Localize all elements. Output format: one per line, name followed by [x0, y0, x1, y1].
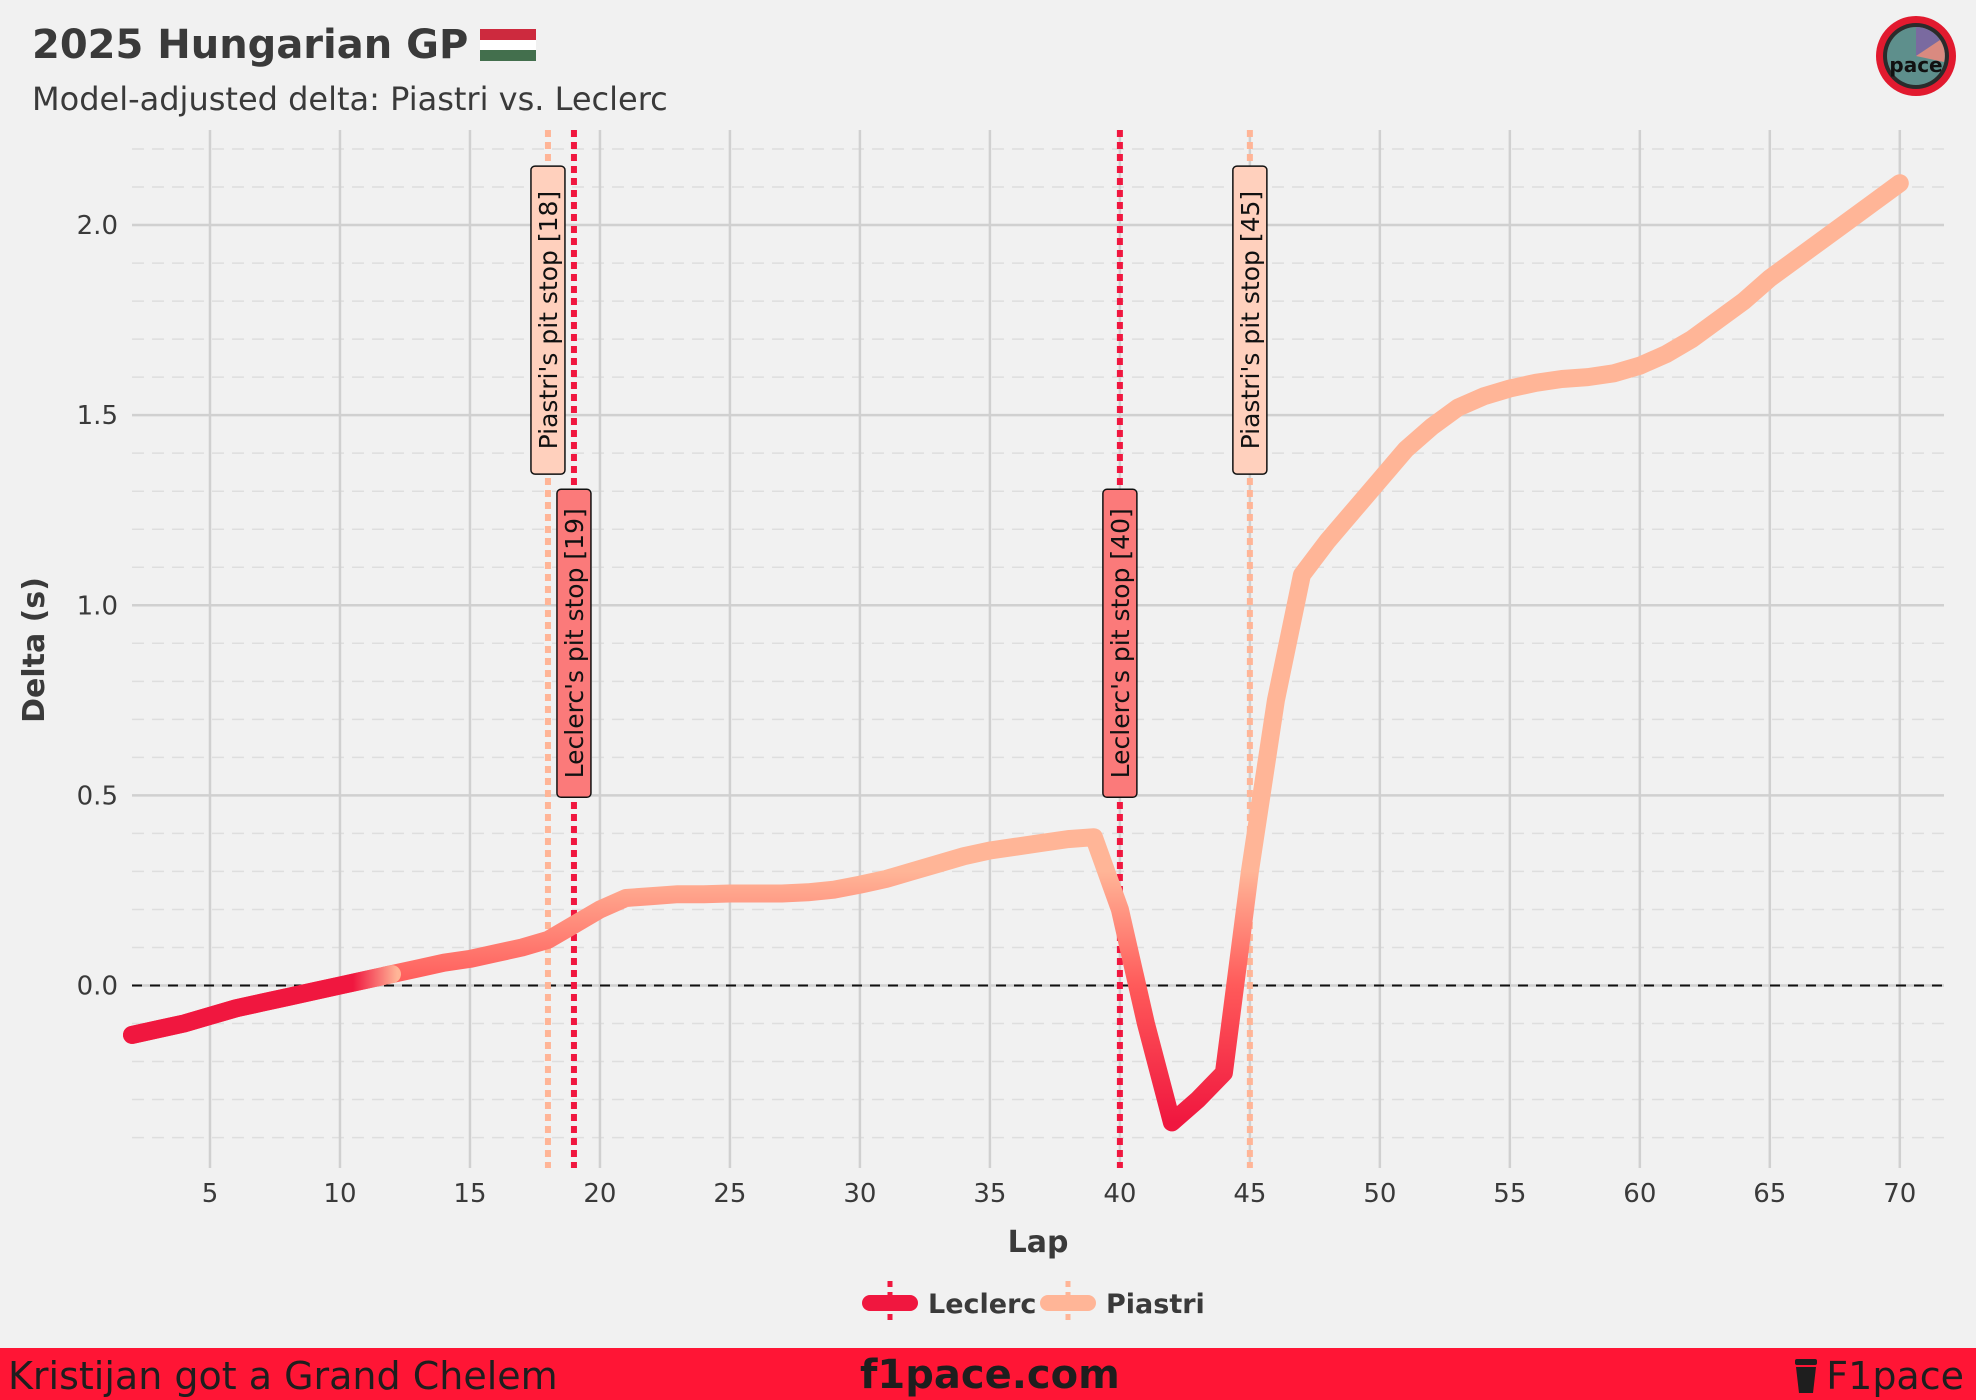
x-tick-label: 5	[202, 1179, 219, 1209]
y-tick-label: 0.5	[77, 781, 118, 811]
x-tick-label: 40	[1103, 1179, 1136, 1209]
delta-series-intro-segment	[123, 965, 401, 1044]
annotation-box	[556, 488, 592, 799]
annotation-label: Piastri's pit stop [18]	[534, 191, 563, 450]
annotation-label: Leclerc's pit stop [19]	[560, 508, 589, 778]
footer-site-link[interactable]: f1pace.com	[860, 1352, 1120, 1398]
footer-bar: Kristijan got a Grand Chelem f1pace.com …	[0, 1348, 1976, 1400]
pit-stop-annotation: Leclerc's pit stop [19]	[556, 488, 592, 799]
chart-subtitle: Model-adjusted delta: Piastri vs. Lecler…	[32, 80, 668, 118]
x-axis-label: Lap	[1008, 1225, 1069, 1260]
annotation-box	[530, 165, 566, 475]
delta-series-line	[123, 174, 1909, 1132]
annotation-label: Leclerc's pit stop [40]	[1106, 508, 1135, 778]
y-tick-label: 1.5	[77, 401, 118, 431]
delta-chart: 5 10 15 20 25 30 35 40 45 50 55 60 65 70 0.0 0.5 1.0 1.5…	[17, 130, 1944, 1325]
x-tick-label: 10	[323, 1179, 356, 1209]
footer-brand: F1pace	[1792, 1354, 1964, 1398]
pace-logo-icon: pace	[1876, 16, 1956, 96]
pit-stop-annotation: Leclerc's pit stop [40]	[1102, 488, 1138, 799]
legend-label-piastri: Piastri	[1106, 1289, 1205, 1320]
footer-left-text: Kristijan got a Grand Chelem	[8, 1354, 558, 1398]
cup-icon	[1795, 1359, 1818, 1393]
x-tick-label: 20	[583, 1179, 616, 1209]
annotation-box	[1232, 165, 1268, 475]
x-tick-label: 35	[973, 1179, 1006, 1209]
x-tick-label: 15	[453, 1179, 486, 1209]
chart-title: 2025 Hungarian GP	[32, 22, 537, 68]
x-tick-label: 50	[1363, 1179, 1396, 1209]
x-tick-label: 30	[843, 1179, 876, 1209]
pit-stop-annotation: Piastri's pit stop [18]	[530, 165, 566, 475]
y-axis-ticks: 0.0 0.5 1.0 1.5 2.0	[77, 211, 118, 1001]
logo-text: pace	[1889, 53, 1942, 77]
pit-stop-annotations: Piastri's pit stop [18] Leclerc's pit sto…	[530, 165, 1268, 799]
x-tick-label: 55	[1493, 1179, 1526, 1209]
x-tick-label: 60	[1623, 1179, 1656, 1209]
x-tick-label: 70	[1883, 1179, 1916, 1209]
x-tick-label: 25	[713, 1179, 746, 1209]
x-axis-ticks: 5 10 15 20 25 30 35 40 45 50 55 60 65 70	[202, 1179, 1917, 1209]
flag-stripe-green	[480, 50, 537, 61]
grid-major	[132, 130, 1944, 1168]
x-tick-label: 45	[1233, 1179, 1266, 1209]
flag-stripe-red	[480, 29, 537, 40]
annotation-box	[1102, 488, 1138, 799]
annotation-label: Piastri's pit stop [45]	[1236, 191, 1265, 450]
x-tick-label: 65	[1753, 1179, 1786, 1209]
y-tick-label: 0.0	[77, 971, 118, 1001]
y-tick-label: 2.0	[77, 211, 118, 241]
y-tick-label: 1.0	[77, 591, 118, 621]
chart-title-text: 2025 Hungarian GP	[32, 22, 469, 68]
y-axis-label: Delta (s)	[17, 577, 52, 723]
flag-stripe-white	[480, 39, 537, 51]
hungary-flag-icon	[480, 29, 537, 61]
grid-minor	[132, 148, 1944, 1139]
legend-label-leclerc: Leclerc	[928, 1289, 1036, 1320]
legend: Leclerc Piastri	[862, 1281, 1205, 1325]
pit-stop-annotation: Piastri's pit stop [45]	[1232, 165, 1268, 475]
footer-brand-text: F1pace	[1826, 1354, 1964, 1398]
